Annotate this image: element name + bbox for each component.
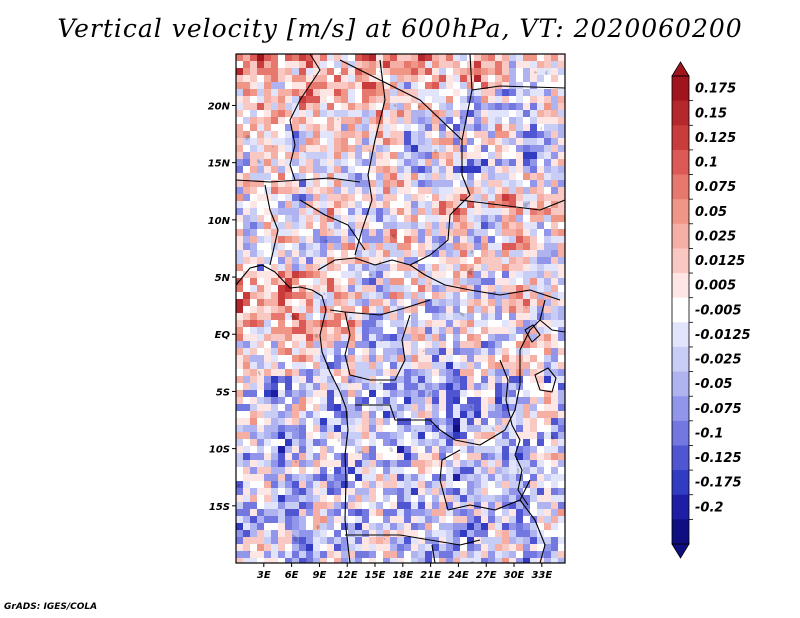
colorbar-frame	[671, 75, 690, 545]
border-line	[471, 85, 565, 91]
lake-outline	[534, 367, 557, 393]
border-line	[459, 199, 565, 211]
border-line	[355, 404, 506, 446]
colorbar-segment	[672, 445, 689, 471]
coastline-border	[236, 264, 351, 563]
chart-title: Vertical velocity [m/s] at 600hPa, VT: 2…	[57, 14, 743, 43]
border-line	[329, 299, 431, 316]
x-tick-label: 24E	[448, 570, 469, 581]
lake-outline	[499, 359, 529, 506]
colorbar-label: -0.2	[695, 500, 723, 515]
y-tick-label: EQ	[215, 330, 231, 341]
colorbar-segment	[672, 149, 689, 176]
colorbar-segment	[672, 273, 689, 299]
border-line	[344, 311, 411, 381]
border-line	[236, 177, 361, 183]
colorbar-label: 0.025	[695, 229, 736, 244]
colorbar-segment	[672, 346, 689, 373]
border-line	[289, 54, 321, 181]
colorbar-segment	[672, 494, 689, 520]
colorbar-label: 0.125	[695, 131, 736, 146]
border-line	[409, 140, 471, 266]
colorbar-bottom-arrow	[671, 543, 690, 559]
colorbar-segment	[672, 470, 689, 496]
x-tick-label: 9E	[313, 570, 327, 581]
colorbar-segment	[672, 199, 689, 225]
colorbar-segment	[672, 420, 689, 446]
colorbar-label: 0.175	[695, 82, 736, 97]
colorbar-segment	[672, 396, 689, 422]
colorbar-label: -0.005	[695, 303, 742, 318]
colorbar-label: 0.0125	[695, 254, 745, 269]
colorbar-label: -0.05	[695, 377, 732, 392]
colorbar-segment	[672, 100, 689, 126]
colorbar-segment	[672, 76, 689, 102]
border-line	[317, 257, 561, 301]
y-tick-label: 15S	[209, 502, 230, 513]
country-borders	[236, 54, 565, 563]
colorbar-segment	[672, 371, 689, 397]
colorbar-segment	[672, 519, 689, 545]
colorbar-label: 0.1	[695, 156, 718, 171]
x-tick-label: 15E	[365, 570, 386, 581]
border-line	[519, 499, 546, 563]
colorbar-segment	[672, 223, 689, 249]
border-line	[339, 59, 463, 141]
colorbar-label: 0.075	[695, 180, 736, 195]
colorbar-segment	[672, 174, 689, 200]
colorbar-label: -0.075	[695, 402, 742, 417]
footer-credit: GrADS: IGES/COLA	[4, 602, 98, 612]
colorbar-segment	[672, 297, 689, 323]
colorbar-label: -0.125	[695, 451, 742, 466]
x-tick-label: 30E	[504, 570, 525, 581]
x-tick-label: 18E	[392, 570, 413, 581]
x-tick-label: 6E	[285, 570, 299, 581]
texture-overlay	[236, 54, 565, 563]
colorbar: 0.175 0.15 0.125 0.1 0.075 0.05 0.025 0.0125 0.0…	[671, 61, 751, 559]
x-tick-label: 12E	[337, 570, 358, 581]
colorbar-label: 0.05	[695, 205, 727, 220]
border-line	[439, 449, 531, 511]
colorbar-label: -0.0125	[695, 328, 751, 343]
colorbar-segment	[672, 248, 689, 274]
axes: 3E 6E 9E 12E 15E 18E 21E 24E 27E 30E 33E 20N 15N 10N 5…	[208, 101, 553, 581]
colorbar-segment	[672, 125, 689, 151]
x-tick-label: 27E	[476, 570, 497, 581]
border-line	[299, 199, 366, 251]
x-tick-label: 3E	[257, 570, 271, 581]
y-tick-label: 10S	[209, 445, 230, 456]
y-tick-label: 5N	[215, 273, 231, 284]
border-line	[345, 534, 481, 546]
border-line	[539, 319, 565, 333]
colorbar-label: -0.1	[695, 426, 723, 441]
colorbar-label: -0.175	[695, 476, 742, 491]
border-line	[431, 544, 436, 563]
y-tick-label: 15N	[208, 159, 231, 170]
map-frame	[235, 53, 566, 564]
y-tick-label: 10N	[208, 216, 231, 227]
border-line	[264, 184, 279, 266]
y-tick-label: 5S	[216, 387, 230, 398]
colorbar-top-arrow	[671, 61, 690, 77]
x-tick-label: 21E	[420, 570, 441, 581]
colorbar-label: -0.025	[695, 353, 742, 368]
border-line	[354, 59, 386, 256]
colorbar-segment	[672, 322, 689, 348]
x-tick-label: 33E	[531, 570, 552, 581]
lake-outline	[524, 324, 541, 343]
y-tick-label: 20N	[208, 101, 231, 112]
colorbar-label: 0.15	[695, 106, 727, 121]
colorbar-label: 0.005	[695, 279, 736, 294]
